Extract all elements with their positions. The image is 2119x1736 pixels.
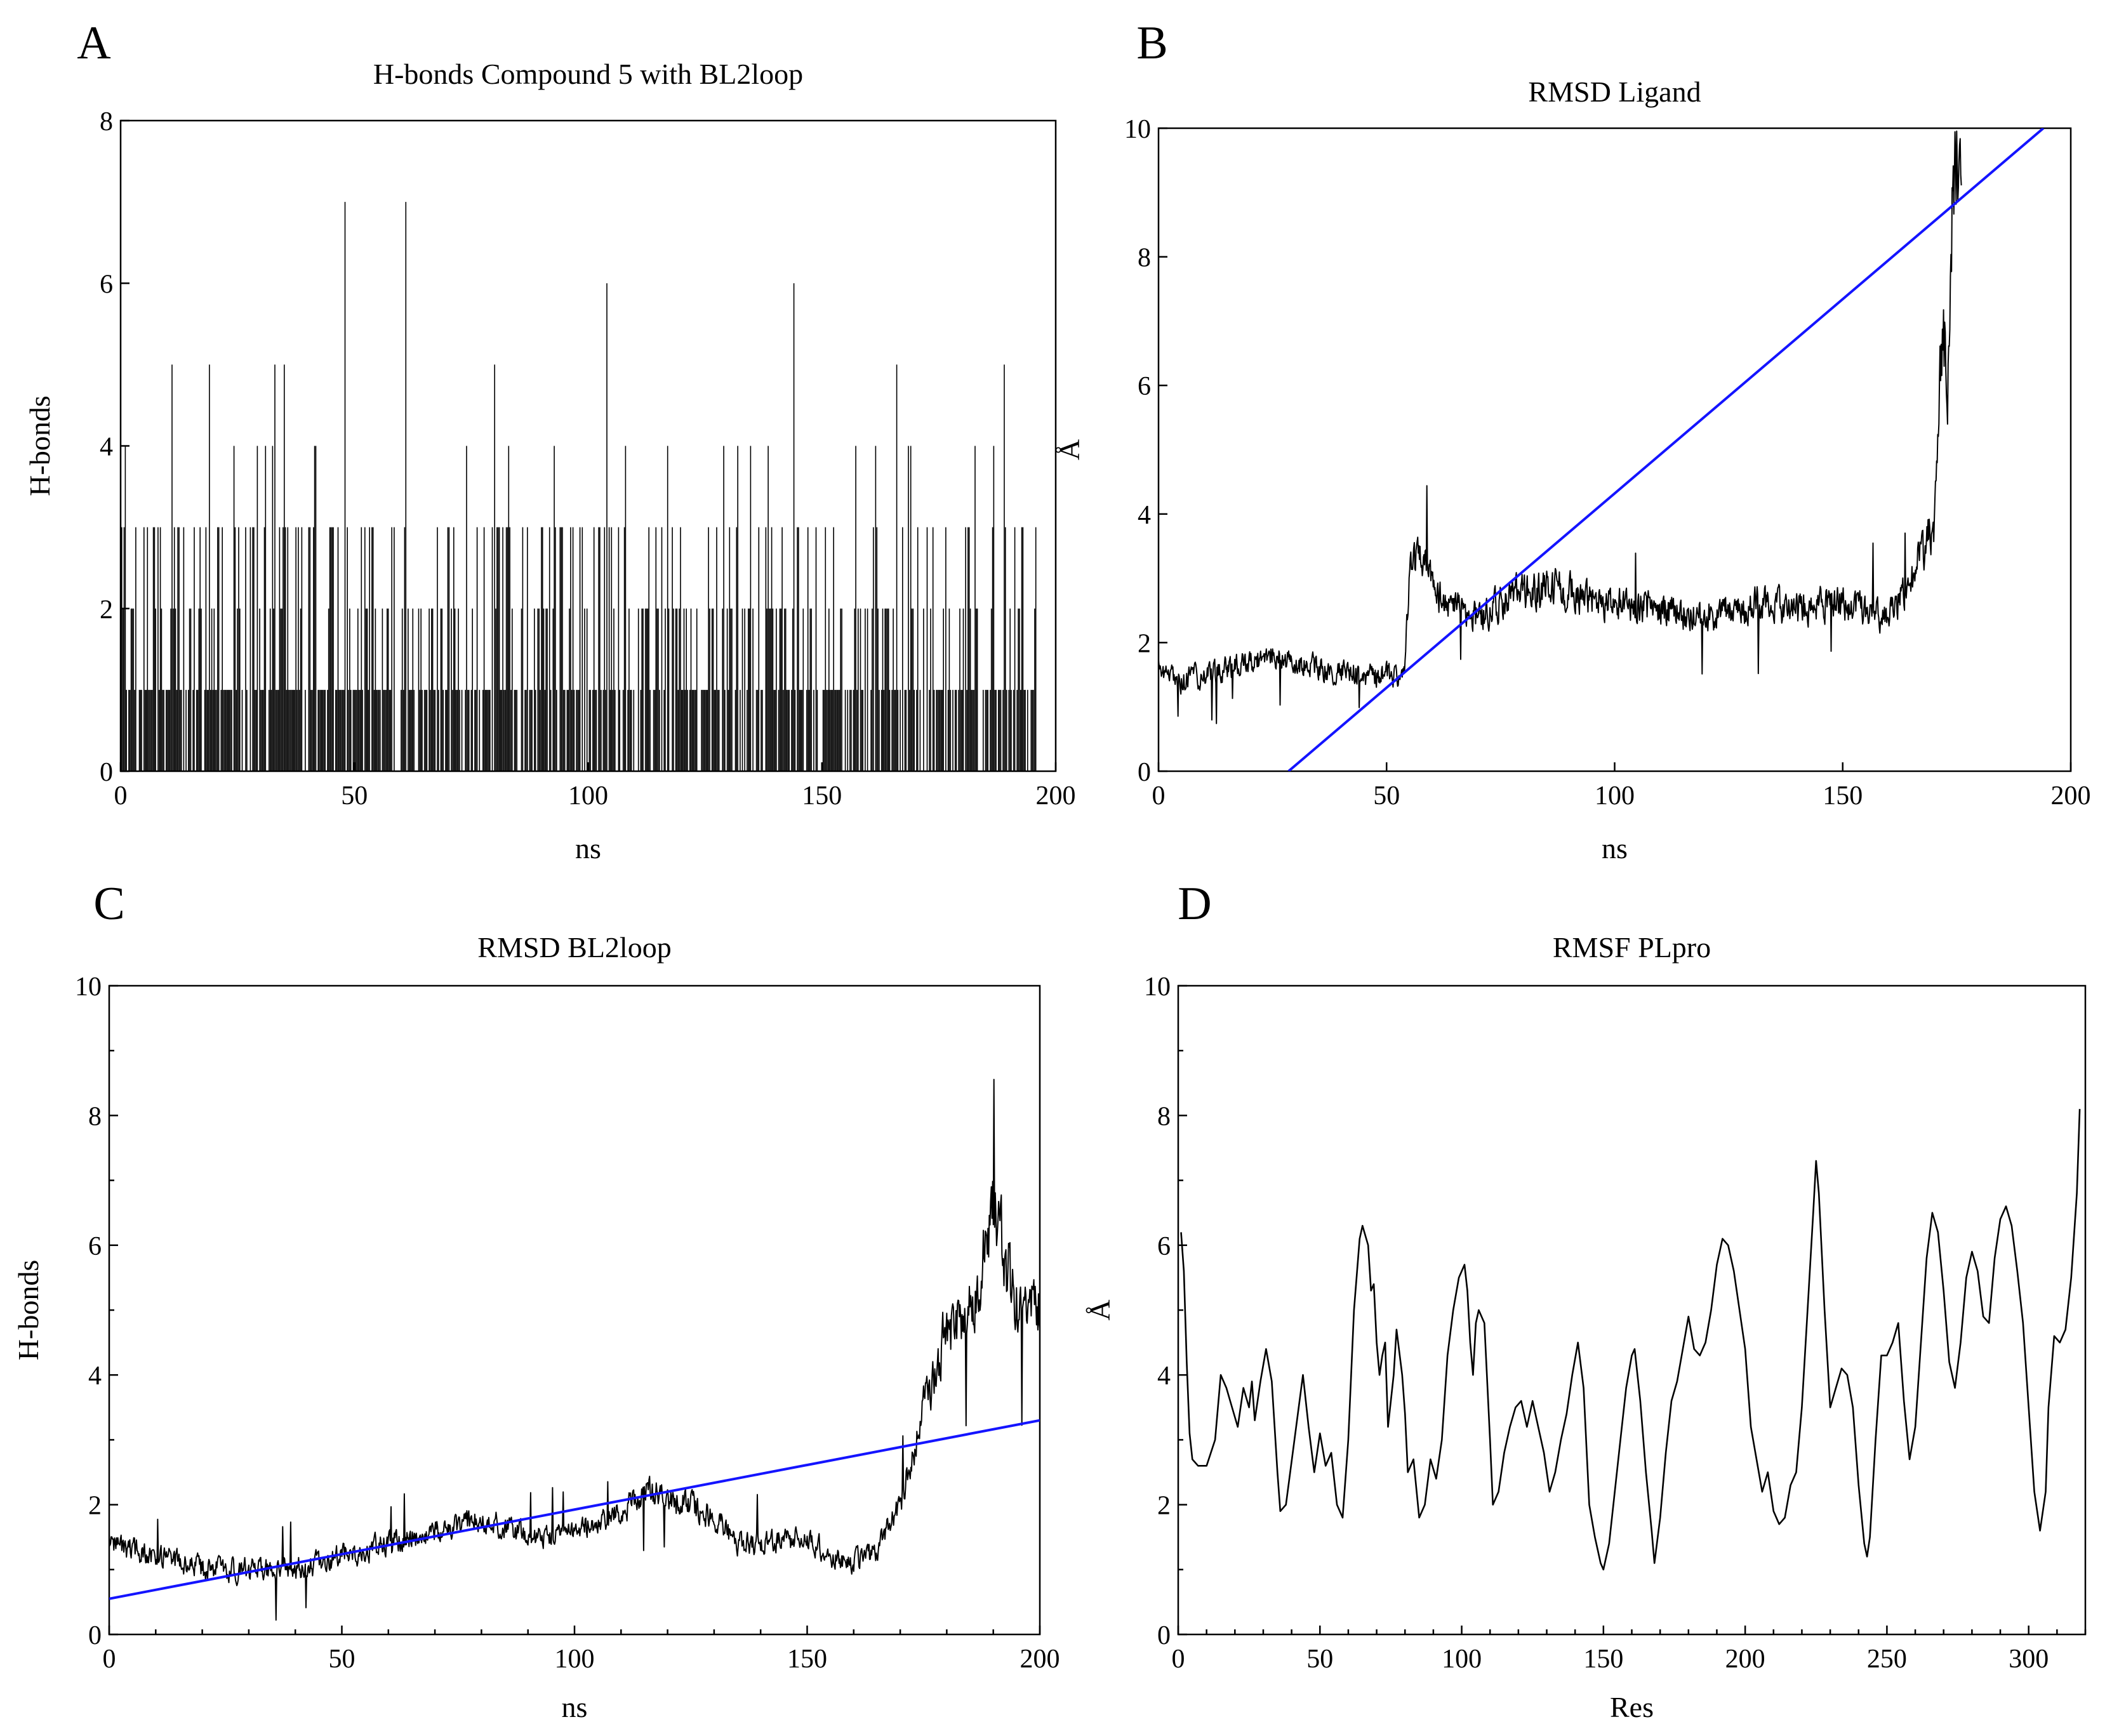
y-tick-label: 8 (1138, 244, 1151, 273)
panel-b: B RMSD Ligand 0 50 100 150 200 0 2 4 6 8 10 ns Å (1053, 17, 2091, 865)
y-tick-label: 2 (1138, 629, 1151, 658)
y-tick-label: 2 (88, 1492, 102, 1521)
x-tick-label: 0 (114, 781, 128, 811)
plot-frame-c (108, 984, 1041, 1636)
y-tick-label: 0 (1157, 1621, 1171, 1650)
x-tick-label: 50 (1306, 1645, 1333, 1674)
panel-letter-b: B (1136, 17, 1167, 69)
fit-line-c (109, 1419, 1040, 1600)
y-axis-label-a: H-bonds (23, 395, 56, 496)
panel-letter-c: C (93, 878, 124, 930)
rmsd-line-c (109, 1078, 1040, 1621)
plot-frame-a (119, 119, 1057, 772)
y-tick-label: 4 (1138, 501, 1151, 530)
x-tick-label: 0 (1152, 781, 1166, 811)
y-tick-label: 0 (88, 1621, 102, 1650)
x-tick-label: 0 (103, 1645, 116, 1674)
x-tick-label: 50 (1373, 781, 1400, 811)
x-tick-label: 300 (2009, 1645, 2049, 1674)
x-tick-label: 0 (1172, 1645, 1185, 1674)
x-axis-label-b: ns (1602, 832, 1628, 865)
y-tick-label: 0 (100, 758, 113, 787)
plot-area-b (1159, 128, 2045, 771)
plot-area-a (121, 202, 1037, 771)
x-tick-label: 150 (802, 781, 842, 811)
chart-title-d: RMSF PLpro (1553, 931, 1711, 964)
x-tick-label: 150 (787, 1645, 827, 1674)
x-tick-label: 100 (568, 781, 608, 811)
panel-a: A H-bonds Compound 5 with BL2loop 0 50 100 15… (23, 17, 1076, 865)
hbond-bars (121, 202, 1037, 771)
y-tick-label: 8 (100, 107, 113, 136)
y-axis-label-c: H-bonds (12, 1260, 44, 1360)
rmsf-line-d (1180, 1109, 2081, 1571)
plot-area-c (109, 1078, 1040, 1621)
x-tick-label: 150 (1823, 781, 1863, 811)
y-tick-label: 10 (1124, 115, 1151, 144)
x-tick-label: 100 (1595, 781, 1635, 811)
y-tick-label: 10 (75, 972, 102, 1002)
x-tick-label: 50 (329, 1645, 355, 1674)
x-axis-label-d: Res (1610, 1691, 1654, 1723)
panel-letter-a: A (77, 17, 110, 69)
chart-title-a: H-bonds Compound 5 with BL2loop (373, 58, 803, 90)
y-tick-label: 4 (1157, 1362, 1171, 1391)
chart-title-c: RMSD BL2loop (477, 931, 671, 964)
y-tick-label: 6 (1157, 1232, 1171, 1261)
x-tick-label: 200 (1725, 1645, 1765, 1674)
x-tick-label: 100 (1442, 1645, 1482, 1674)
y-axis-label-d: Å (1084, 1299, 1116, 1320)
rmsd-line-b (1159, 130, 1962, 724)
x-tick-label: 200 (1036, 781, 1076, 811)
plot-frame-d (1177, 984, 2087, 1636)
panel-letter-d: D (1178, 878, 1211, 930)
x-tick-label: 150 (1583, 1645, 1623, 1674)
y-tick-label: 6 (88, 1232, 102, 1261)
y-tick-label: 10 (1144, 972, 1171, 1002)
x-axis-label-c: ns (562, 1691, 588, 1723)
fit-line-b (1287, 128, 2045, 771)
chart-title-b: RMSD Ligand (1528, 76, 1701, 108)
plot-frame-b (1157, 127, 2072, 772)
x-tick-label: 200 (1020, 1645, 1060, 1674)
panel-d: D RMSF PLpro 0 50 100 150 200 250 300 0 2 4 6 8 10 Res Å (1084, 878, 2087, 1723)
y-tick-label: 2 (100, 595, 113, 625)
x-tick-label: 100 (555, 1645, 595, 1674)
y-tick-label: 6 (1138, 372, 1151, 401)
y-tick-label: 0 (1138, 758, 1151, 787)
panel-c: C RMSD BL2loop 0 50 100 150 200 0 2 4 6 8 10 ns H-bond… (12, 878, 1060, 1723)
y-tick-label: 6 (100, 270, 113, 299)
x-tick-label: 250 (1867, 1645, 1907, 1674)
y-axis-label-b: Å (1053, 439, 1086, 460)
plot-area-d (1180, 1109, 2081, 1571)
y-tick-label: 8 (88, 1102, 102, 1131)
y-tick-label: 4 (88, 1362, 102, 1391)
y-tick-label: 8 (1157, 1102, 1171, 1131)
y-tick-label: 4 (100, 433, 113, 462)
x-axis-label-a: ns (575, 832, 601, 865)
x-tick-label: 200 (2051, 781, 2091, 811)
y-tick-label: 2 (1157, 1492, 1171, 1521)
x-tick-label: 50 (341, 781, 368, 811)
